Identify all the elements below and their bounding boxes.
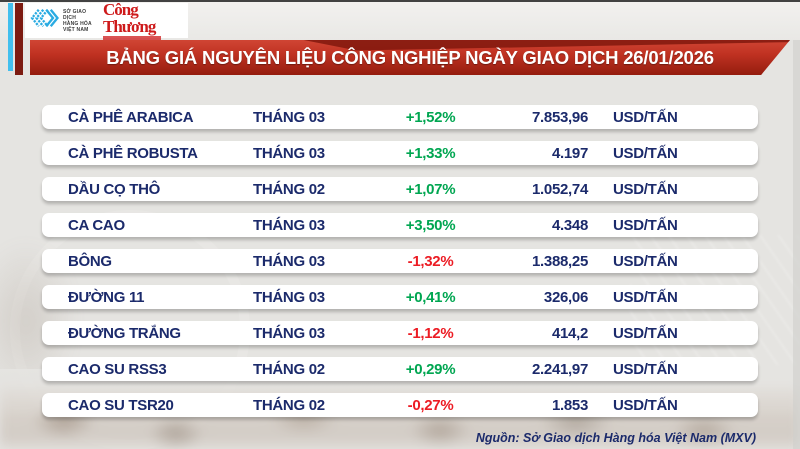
title-banner: BẢNG GIÁ NGUYÊN LIỆU CÔNG NGHIỆP NGÀY GI… xyxy=(30,40,790,75)
commodity-name: CAO SU RSS3 xyxy=(68,360,167,378)
commodity-name: CÀ PHÊ ROBUSTA xyxy=(68,144,198,162)
price-value: 326,06 xyxy=(543,288,588,306)
price-unit: USD/TẤN xyxy=(613,108,678,126)
cyan-accent-bar xyxy=(8,3,13,71)
change-percent: +0,29% xyxy=(405,360,456,378)
table-row: CAO SU TSR20 THÁNG 02 -0,27% 1.853 USD/T… xyxy=(42,393,758,417)
table-row: CA CAO THÁNG 03 +3,50% 4.348 USD/TẤN xyxy=(42,213,758,237)
price-unit: USD/TẤN xyxy=(613,324,678,342)
commodity-name: BÔNG xyxy=(68,252,112,270)
mxv-logo-text: SỞ GIAO DỊCH HÀNG HÓA VIỆT NAM xyxy=(63,8,92,33)
change-percent: -1,32% xyxy=(407,252,454,270)
price-value: 1.853 xyxy=(551,396,588,414)
change-percent: +0,41% xyxy=(405,288,456,306)
price-unit: USD/TẤN xyxy=(613,216,678,234)
right-edge-shade xyxy=(793,0,800,449)
price-unit: USD/TẤN xyxy=(613,360,678,378)
price-value: 414,2 xyxy=(551,324,588,342)
change-percent: +3,50% xyxy=(405,216,456,234)
maroon-accent-bar xyxy=(15,3,23,75)
change-percent: +1,33% xyxy=(405,144,456,162)
table-row: ĐƯỜNG 11 THÁNG 03 +0,41% 326,06 USD/TẤN xyxy=(42,285,758,309)
commodity-name: ĐƯỜNG 11 xyxy=(68,288,145,306)
commodity-name: CA CAO xyxy=(68,216,125,234)
table-row: BÔNG THÁNG 03 -1,32% 1.388,25 USD/TẤN xyxy=(42,249,758,273)
price-unit: USD/TẤN xyxy=(613,180,678,198)
change-percent: +1,07% xyxy=(405,180,456,198)
top-border-line xyxy=(0,0,800,2)
price-unit: USD/TẤN xyxy=(613,144,678,162)
table-row: CÀ PHÊ ARABICA THÁNG 03 +1,52% 7.853,96 … xyxy=(42,105,758,129)
table-row: ĐƯỜNG TRẮNG THÁNG 03 -1,12% 414,2 USD/TẤ… xyxy=(42,321,758,345)
change-percent: -1,12% xyxy=(407,324,454,342)
contract-month: THÁNG 02 xyxy=(253,180,325,198)
contract-month: THÁNG 03 xyxy=(253,324,325,342)
contract-month: THÁNG 02 xyxy=(253,360,325,378)
contract-month: THÁNG 03 xyxy=(253,108,325,126)
congthuong-logo: Công Thương xyxy=(102,0,184,40)
table-row: CÀ PHÊ ROBUSTA THÁNG 03 +1,33% 4.197 USD… xyxy=(42,141,758,165)
commodity-name: CAO SU TSR20 xyxy=(68,396,174,414)
source-note: Nguồn: Sở Giao dịch Hàng hóa Việt Nam (M… xyxy=(475,431,756,445)
contract-month: THÁNG 02 xyxy=(253,396,325,414)
price-value: 1.052,74 xyxy=(532,180,588,198)
price-value: 1.388,25 xyxy=(532,252,588,270)
table-row: DẦU CỌ THÔ THÁNG 02 +1,07% 1.052,74 USD/… xyxy=(42,177,758,201)
contract-month: THÁNG 03 xyxy=(253,252,325,270)
price-unit: USD/TẤN xyxy=(613,288,678,306)
mxv-logo-icon xyxy=(29,5,60,36)
price-unit: USD/TẤN xyxy=(613,396,678,414)
price-value: 2.241,97 xyxy=(532,360,588,378)
price-value: 4.348 xyxy=(551,216,588,234)
commodity-name: ĐƯỜNG TRẮNG xyxy=(68,324,181,342)
change-percent: +1,52% xyxy=(405,108,456,126)
price-value: 7.853,96 xyxy=(532,108,588,126)
commodity-name: DẦU CỌ THÔ xyxy=(68,180,160,198)
price-unit: USD/TẤN xyxy=(613,252,678,270)
contract-month: THÁNG 03 xyxy=(253,216,325,234)
logo-box: SỞ GIAO DỊCH HÀNG HÓA VIỆT NAM Công Thươ… xyxy=(25,0,188,40)
table-row: CAO SU RSS3 THÁNG 02 +0,29% 2.241,97 USD… xyxy=(42,357,758,381)
contract-month: THÁNG 03 xyxy=(253,288,325,306)
contract-month: THÁNG 03 xyxy=(253,144,325,162)
price-table: CÀ PHÊ ARABICA THÁNG 03 +1,52% 7.853,96 … xyxy=(42,105,758,429)
congthuong-tagline-strip xyxy=(102,36,161,40)
price-value: 4.197 xyxy=(551,144,588,162)
page-title: BẢNG GIÁ NGUYÊN LIỆU CÔNG NGHIỆP NGÀY GI… xyxy=(106,46,714,68)
congthuong-wordmark: Công Thương xyxy=(102,0,156,36)
commodity-name: CÀ PHÊ ARABICA xyxy=(68,108,194,126)
change-percent: -0,27% xyxy=(407,396,454,414)
